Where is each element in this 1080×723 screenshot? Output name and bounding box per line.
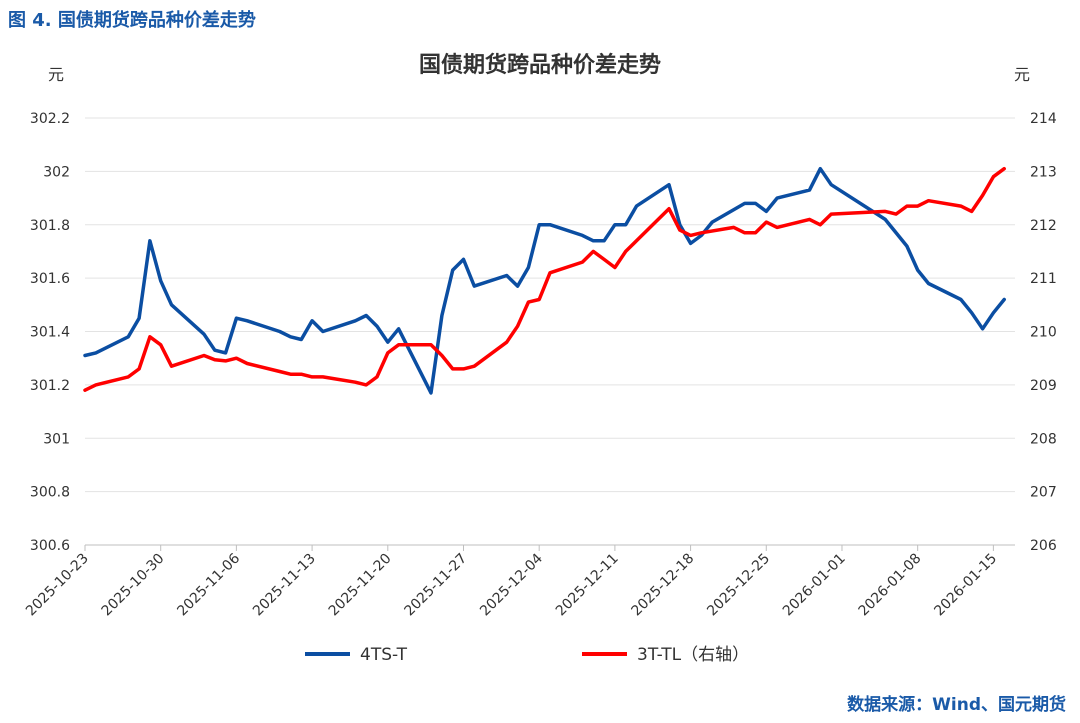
y-right-tick-labels: 206 207 208 209 210 211 212 213 214 (1030, 111, 1057, 554)
y-left-tick: 302 (43, 164, 70, 180)
y-right-tick: 211 (1030, 271, 1057, 287)
chart-title: 国债期货跨品种价差走势 (419, 52, 661, 78)
legend: 4TS-T 3T-TL（右轴） (305, 645, 749, 665)
y-right-tick: 207 (1030, 485, 1057, 501)
x-tick: 2025-11-13 (250, 551, 319, 620)
x-tick: 2025-12-25 (704, 551, 773, 620)
y-right-tick: 209 (1030, 378, 1057, 394)
x-tick: 2026-01-15 (931, 551, 1000, 620)
legend-label-4ts-t: 4TS-T (360, 645, 408, 665)
y-right-tick: 206 (1030, 538, 1057, 554)
y-right-tick: 208 (1030, 431, 1057, 447)
figure-caption: 图 4. 国债期货跨品种价差走势 (8, 10, 256, 31)
x-tick: 2025-11-20 (326, 551, 395, 620)
series-line-3t-tl (83, 166, 1006, 392)
series-line-4ts-t (83, 166, 1006, 395)
x-tick: 2025-12-11 (553, 551, 622, 620)
x-tick: 2025-10-23 (23, 551, 92, 620)
x-tick: 2025-11-27 (401, 551, 470, 620)
y-left-tick: 301.8 (30, 218, 70, 234)
y-right-unit: 元 (1014, 65, 1030, 84)
y-left-tick: 300.8 (30, 485, 70, 501)
y-right-tick: 213 (1030, 164, 1057, 180)
y-left-tick: 301 (43, 431, 70, 447)
y-left-tick: 301.4 (30, 325, 70, 341)
x-tick: 2025-11-06 (174, 550, 243, 619)
source-note: 数据来源：Wind、国元期货 (847, 695, 1066, 715)
x-tick: 2025-12-18 (629, 551, 698, 620)
series-lines (83, 166, 1006, 395)
y-left-tick-labels: 300.6 300.8 301 301.2 301.4 301.6 301.8 302 302.… (30, 111, 70, 554)
y-right-tick: 212 (1030, 218, 1057, 234)
y-left-tick: 301.2 (30, 378, 70, 394)
legend-label-3t-tl: 3T-TL（右轴） (637, 645, 749, 665)
y-left-unit: 元 (48, 65, 64, 84)
x-tick: 2026-01-08 (856, 551, 925, 620)
x-tick-labels: 2025-10-23 2025-10-30 2025-11-06 2025-11-13… (23, 545, 1000, 619)
x-tick: 2026-01-01 (780, 551, 849, 620)
x-tick: 2025-12-04 (477, 550, 546, 619)
y-right-tick: 210 (1030, 325, 1057, 341)
y-left-tick: 300.6 (30, 538, 70, 554)
y-left-tick: 301.6 (30, 271, 70, 287)
x-tick: 2025-10-30 (99, 551, 168, 620)
gridlines (85, 117, 1015, 546)
y-right-tick: 214 (1030, 111, 1057, 127)
y-left-tick: 302.2 (30, 111, 70, 127)
